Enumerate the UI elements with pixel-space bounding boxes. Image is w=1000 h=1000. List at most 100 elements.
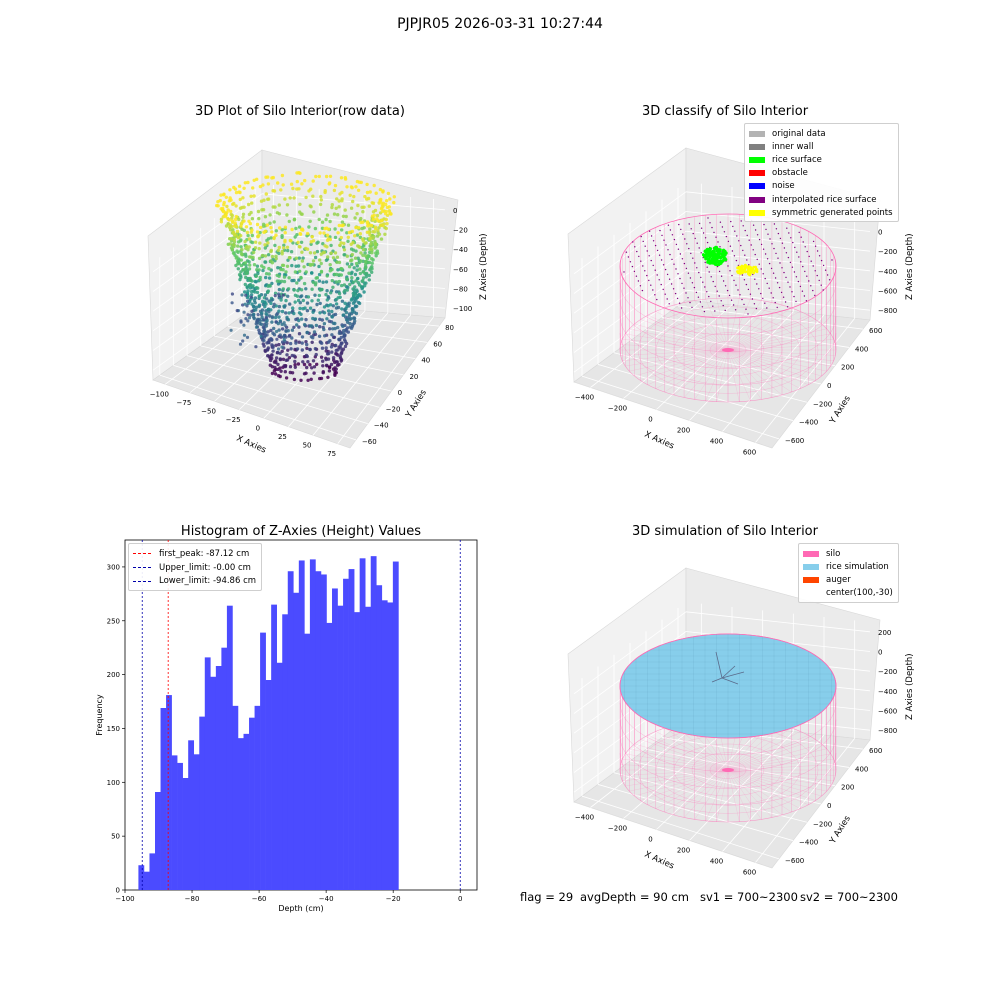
classify-3d-plot[interactable]: −400 −200 0 200 400 600 −600 −400 −200 0 200 400 600…: [560, 140, 920, 470]
scatter-point: [247, 260, 251, 264]
scatter-point: [311, 310, 315, 314]
raw-scatter-points: [215, 171, 396, 382]
scatter-point: [268, 363, 272, 367]
scatter-point: [375, 213, 380, 218]
scatter-point: [293, 300, 297, 304]
scatter-point: [362, 290, 366, 294]
scatter-point: [260, 308, 265, 312]
interpolated-point: [667, 224, 670, 226]
x-tick-label: −200: [608, 405, 627, 413]
interpolated-point: [791, 291, 793, 293]
scatter-point: [306, 378, 310, 382]
scatter-point: [349, 317, 353, 321]
interpolated-point: [810, 285, 812, 287]
scatter-point: [242, 323, 246, 327]
scatter-point: [361, 237, 365, 241]
interpolated-point: [786, 306, 789, 308]
scatter-point: [271, 331, 275, 335]
histogram-chart[interactable]: −100 −80 −60 −40 −20 0 0 50 100 150 200 250 300 Dept…: [80, 530, 490, 920]
histogram-bar: [237, 738, 244, 890]
scatter-point: [247, 245, 251, 249]
interpolated-point: [800, 236, 802, 238]
scatter-point: [288, 341, 293, 346]
scatter-point: [324, 280, 329, 284]
histogram-y-axis-label: Frequency: [95, 694, 104, 736]
scatter-point: [322, 231, 326, 235]
interpolated-point: [781, 242, 784, 244]
interpolated-point: [789, 261, 792, 264]
scatter-point: [379, 237, 384, 241]
x-tick-label: 0: [648, 836, 652, 844]
scatter-point: [293, 270, 298, 274]
y-tick-label: −40: [374, 422, 389, 430]
scatter-point: [277, 294, 281, 298]
histogram-bar: [282, 614, 289, 890]
scatter-point: [266, 197, 271, 201]
histogram-bar: [332, 588, 338, 890]
scatter-point: [355, 179, 360, 184]
scatter-point: [347, 271, 351, 275]
scatter-point: [266, 346, 270, 350]
symmetric-point: [748, 273, 752, 276]
interpolated-point: [652, 289, 654, 291]
scatter-point: [339, 176, 344, 180]
scatter-point: [236, 236, 241, 240]
scatter-point: [251, 255, 255, 260]
scatter-point: [269, 226, 273, 230]
interpolated-point: [677, 248, 680, 250]
simulation-rice-surface: [619, 633, 837, 739]
y-tick-label: 80: [445, 324, 454, 332]
y-tick-label: −400: [799, 419, 818, 427]
interpolated-point: [719, 246, 721, 248]
scatter-point: [285, 315, 289, 320]
simulation-3d-plot[interactable]: −400 −200 0 200 400 600 −600 −400 −200 0 200 400 600…: [560, 560, 920, 880]
scatter-point: [308, 204, 312, 208]
scatter-point: [266, 182, 271, 186]
interpolated-point: [692, 257, 694, 259]
interpolated-point: [764, 277, 766, 280]
scatter-point: [255, 318, 260, 322]
scatter-point: [350, 262, 354, 266]
legend-swatch: [803, 563, 819, 570]
scatter-point: [367, 278, 371, 282]
scatter-point: [262, 198, 266, 202]
scatter-point: [278, 319, 282, 323]
interpolated-point: [745, 283, 748, 286]
scatter-point: [337, 279, 341, 284]
x-tick-label: −100: [150, 390, 169, 398]
x-tick-label: −100: [115, 895, 134, 903]
scatter-point: [282, 243, 286, 247]
symmetric-point: [753, 269, 757, 272]
interpolated-point: [796, 251, 798, 253]
scatter-point: [311, 280, 316, 285]
interpolated-point: [629, 261, 632, 263]
scatter-point: [249, 295, 253, 299]
interpolated-point: [704, 237, 707, 239]
x-tick-label: 400: [710, 438, 723, 446]
scatter-point: [343, 301, 347, 305]
scatter-point: [361, 279, 365, 283]
histogram-bar: [177, 762, 183, 890]
classify-panel-title: 3D classify of Silo Interior: [641, 104, 809, 119]
legend-item: symmetric generated points: [749, 206, 893, 219]
scatter-point: [341, 223, 345, 227]
scatter-point: [351, 322, 355, 327]
grid-line: [677, 305, 864, 330]
scatter-point: [267, 276, 272, 280]
interpolated-point: [756, 234, 759, 236]
scatter-point: [280, 340, 285, 344]
scatter-point: [308, 363, 312, 367]
interpolated-point: [798, 231, 800, 234]
interpolated-point: [748, 239, 750, 241]
scatter-point: [277, 328, 281, 332]
interpolated-point: [686, 243, 688, 245]
silo-floor-spoke: [655, 349, 729, 389]
scatter-point: [305, 365, 309, 370]
scatter-point: [277, 342, 281, 347]
scatter-point: [287, 276, 291, 280]
interpolated-point: [753, 303, 756, 305]
scatter-point: [324, 217, 328, 222]
interpolated-point: [665, 244, 667, 246]
z-tick-label: −20: [453, 227, 468, 235]
